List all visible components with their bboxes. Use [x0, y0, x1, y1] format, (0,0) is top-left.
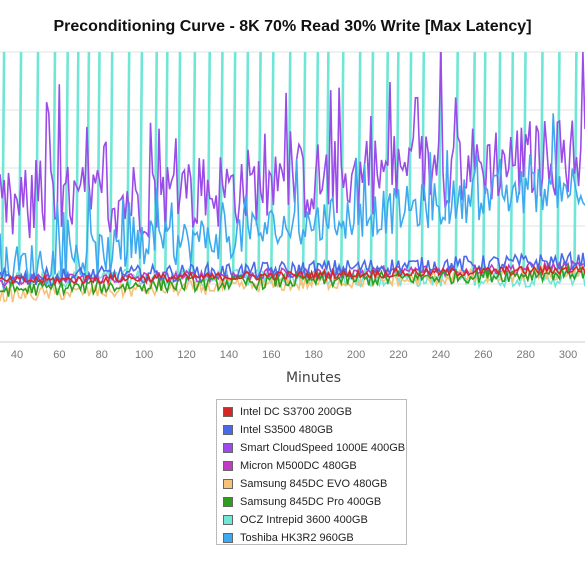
series-line [0, 51, 585, 240]
x-tick-label: 280 [516, 349, 534, 361]
series-spike [138, 51, 144, 279]
series-spike [96, 51, 101, 279]
series-spike [164, 51, 169, 279]
legend-swatch [223, 497, 233, 507]
series-spike [231, 51, 237, 279]
series-spike [539, 51, 544, 279]
series-spike [356, 51, 362, 279]
legend-label: Intel DC S3700 200GB [240, 406, 352, 418]
legend-label: Smart CloudSpeed 1000E 400GB [240, 442, 406, 454]
x-tick-label: 240 [432, 349, 450, 361]
legend-label: OCZ Intrepid 3600 400GB [240, 514, 368, 526]
series-spike [471, 51, 476, 279]
legend-swatch [223, 533, 233, 543]
series-line [0, 250, 585, 287]
series-spike [64, 51, 70, 279]
series-spike [206, 51, 212, 279]
x-tick-label: 140 [220, 349, 238, 361]
chart-title: Preconditioning Curve - 8K 70% Read 30% … [53, 18, 532, 35]
series-spike [556, 51, 561, 279]
legend-swatch [223, 407, 233, 417]
x-tick-label: 220 [389, 349, 407, 361]
series-spike [191, 51, 197, 279]
legend-label: Intel S3500 480GB [240, 424, 333, 436]
legend-swatch [223, 515, 233, 525]
x-tick-label: 200 [347, 349, 365, 361]
legend-item[interactable]: Toshiba HK3R2 960GB [217, 529, 406, 547]
legend-item[interactable]: Intel DC S3700 200GB [217, 403, 406, 421]
series-spike [0, 51, 6, 279]
series-spike [51, 51, 57, 279]
legend-swatch [223, 479, 233, 489]
legend-item[interactable]: Samsung 845DC Pro 400GB [217, 493, 406, 511]
legend-swatch [223, 425, 233, 435]
legend-swatch [223, 461, 233, 471]
x-tick-label: 120 [177, 349, 195, 361]
legend: Intel DC S3700 200GB Intel S3500 480GB Sma… [216, 399, 407, 545]
series-spike [454, 51, 460, 279]
x-tick-label: 60 [53, 349, 65, 361]
series-spike [75, 51, 80, 279]
legend-item[interactable]: Smart CloudSpeed 1000E 400GB [217, 439, 406, 457]
x-tick-label: 40 [11, 349, 23, 361]
series-spike [339, 51, 345, 279]
legend-swatch [223, 443, 233, 453]
series-spike [270, 51, 275, 279]
legend-label: Toshiba HK3R2 960GB [240, 532, 354, 544]
x-tick-label: 180 [305, 349, 323, 361]
legend-item[interactable]: Samsung 845DC EVO 480GB [217, 475, 406, 493]
legend-label: Micron M500DC 480GB [240, 460, 357, 472]
x-tick-label: 260 [474, 349, 492, 361]
series-spike [108, 51, 114, 279]
x-tick-label: 100 [135, 349, 153, 361]
series-line [0, 263, 585, 286]
x-axis-ticks: 40 60 80 100 120 140 160 180 200 220 240 260 280 300 [11, 349, 577, 361]
x-tick-label: 160 [262, 349, 280, 361]
legend-item[interactable]: Micron M500DC 480GB [217, 457, 406, 475]
series-spike [481, 51, 487, 279]
legend-item[interactable]: OCZ Intrepid 3600 400GB [217, 511, 406, 529]
series-spike [407, 51, 413, 279]
x-tick-label: 80 [96, 349, 108, 361]
series-spike [509, 51, 515, 279]
x-axis-title: Minutes [285, 370, 342, 386]
legend-label: Samsung 845DC Pro 400GB [240, 496, 382, 508]
x-tick-label: 300 [559, 349, 577, 361]
series-lines [0, 51, 585, 303]
legend-item[interactable]: Intel S3500 480GB [217, 421, 406, 439]
legend-label: Samsung 845DC EVO 480GB [240, 478, 388, 490]
series-spike [17, 51, 23, 279]
